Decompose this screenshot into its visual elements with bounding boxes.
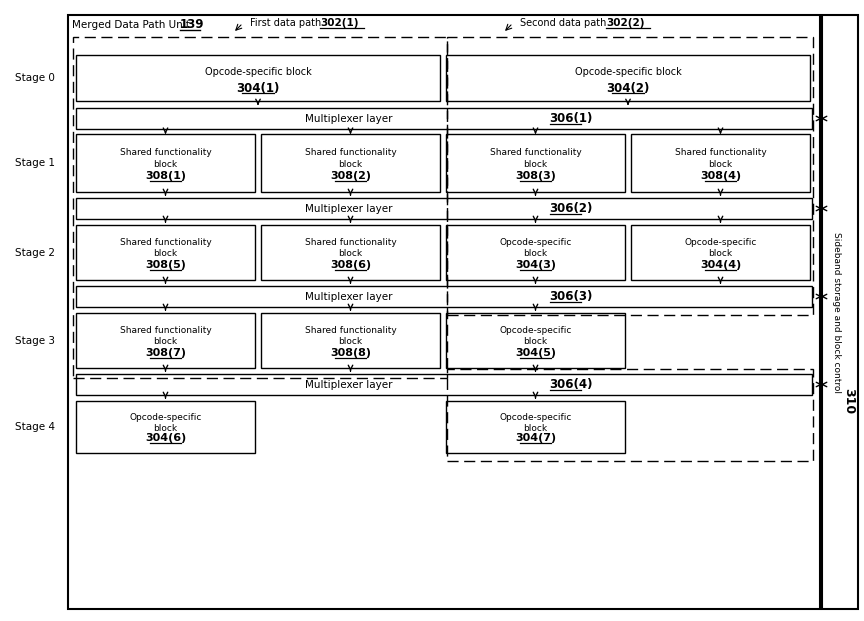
Bar (76, 134, 255, 192)
Text: Opcode-specific: Opcode-specific (499, 413, 572, 422)
Text: First data path: First data path (250, 18, 324, 28)
Text: 304(6): 304(6) (145, 433, 186, 443)
Text: 308(8): 308(8) (330, 348, 371, 358)
Bar (76, 225, 255, 280)
Text: Multiplexer layer: Multiplexer layer (305, 379, 392, 389)
Text: block: block (524, 160, 548, 169)
Text: 308(2): 308(2) (330, 171, 371, 181)
Bar (76, 198, 812, 219)
Text: Shared functionality: Shared functionality (305, 148, 397, 157)
Text: block: block (339, 249, 363, 258)
Text: Merged Data Path Unit: Merged Data Path Unit (72, 20, 194, 30)
Text: Shared functionality: Shared functionality (305, 326, 397, 335)
Text: block: block (524, 337, 548, 346)
Text: 302(2): 302(2) (606, 18, 645, 28)
Text: Opcode-specific: Opcode-specific (684, 238, 757, 247)
Bar (73, 37, 447, 378)
Text: Shared functionality: Shared functionality (490, 148, 581, 157)
Bar (68, 15, 820, 609)
Text: Stage 4: Stage 4 (15, 422, 55, 432)
Text: Shared functionality: Shared functionality (119, 238, 212, 247)
Text: 139: 139 (180, 19, 205, 32)
Text: 304(3): 304(3) (515, 260, 556, 270)
Text: 308(4): 308(4) (700, 171, 741, 181)
Text: 308(6): 308(6) (330, 260, 371, 270)
Bar (447, 369, 813, 461)
Text: Opcode-specific: Opcode-specific (130, 413, 201, 422)
Text: Opcode-specific: Opcode-specific (499, 238, 572, 247)
Bar (76, 55, 440, 101)
Bar (261, 134, 440, 192)
Text: 306(1): 306(1) (550, 112, 593, 125)
Text: Stage 1: Stage 1 (15, 158, 55, 168)
Bar (446, 134, 625, 192)
Text: 310: 310 (842, 388, 855, 414)
Text: block: block (339, 160, 363, 169)
Bar (446, 401, 625, 453)
Text: Opcode-specific: Opcode-specific (499, 326, 572, 335)
Text: 306(4): 306(4) (550, 378, 594, 391)
Text: block: block (708, 249, 733, 258)
Text: Shared functionality: Shared functionality (119, 148, 212, 157)
Text: Stage 2: Stage 2 (15, 248, 55, 258)
Text: 308(5): 308(5) (145, 260, 186, 270)
Text: 308(1): 308(1) (145, 171, 186, 181)
Bar (446, 55, 810, 101)
Text: 308(3): 308(3) (515, 171, 556, 181)
Text: Stage 0: Stage 0 (15, 73, 55, 83)
Text: 304(4): 304(4) (700, 260, 741, 270)
Text: Opcode-specific block: Opcode-specific block (205, 68, 311, 78)
Text: Shared functionality: Shared functionality (119, 326, 212, 335)
Text: 304(2): 304(2) (607, 81, 650, 94)
Text: 304(5): 304(5) (515, 348, 556, 358)
Bar (631, 225, 810, 280)
Bar (446, 313, 625, 368)
Text: Multiplexer layer: Multiplexer layer (305, 114, 392, 124)
Bar (76, 374, 812, 395)
Text: block: block (154, 249, 178, 258)
Text: 302(1): 302(1) (320, 18, 359, 28)
Text: 304(1): 304(1) (237, 81, 280, 94)
Text: 306(3): 306(3) (550, 290, 593, 303)
Bar (261, 225, 440, 280)
Text: block: block (154, 160, 178, 169)
Text: Stage 3: Stage 3 (15, 335, 55, 345)
Text: block: block (524, 249, 548, 258)
Text: block: block (524, 424, 548, 433)
Text: block: block (339, 337, 363, 346)
Bar (822, 15, 858, 609)
Text: 306(2): 306(2) (550, 202, 593, 215)
Text: Second data path: Second data path (520, 18, 609, 28)
Text: Sideband storage and block control: Sideband storage and block control (833, 232, 842, 392)
Text: block: block (154, 424, 178, 433)
Text: Multiplexer layer: Multiplexer layer (305, 291, 392, 302)
Text: block: block (708, 160, 733, 169)
Bar (631, 134, 810, 192)
Bar (446, 225, 625, 280)
Text: 308(7): 308(7) (145, 348, 186, 358)
Text: Shared functionality: Shared functionality (305, 238, 397, 247)
Bar (76, 401, 255, 453)
Bar (447, 37, 813, 315)
Bar (76, 108, 812, 129)
Bar (261, 313, 440, 368)
Bar (76, 313, 255, 368)
Bar (76, 286, 812, 307)
Text: 304(7): 304(7) (515, 433, 556, 443)
Text: Multiplexer layer: Multiplexer layer (305, 204, 392, 214)
Text: Shared functionality: Shared functionality (675, 148, 766, 157)
Text: block: block (154, 337, 178, 346)
Text: Opcode-specific block: Opcode-specific block (575, 68, 682, 78)
